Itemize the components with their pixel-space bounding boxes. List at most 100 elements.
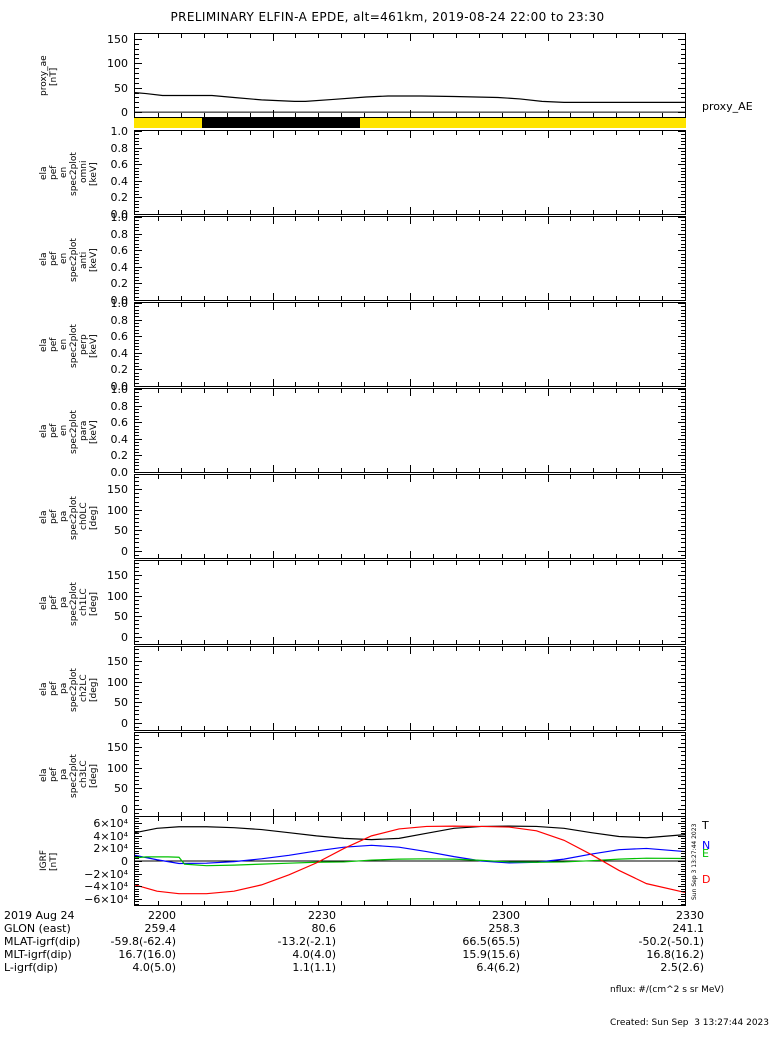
- axis-tick-mark: [410, 110, 411, 117]
- axis-tick-mark: [662, 34, 664, 38]
- axis-tick-mark: [135, 190, 139, 192]
- y-tick-label: 150: [107, 741, 128, 755]
- axis-tick-mark: [135, 336, 142, 338]
- y-axis-label-line: ch1LC: [79, 587, 89, 616]
- axis-tick-mark: [226, 210, 228, 214]
- axis-tick-mark: [135, 871, 139, 873]
- panel-pa-ch3lc[interactable]: [134, 732, 686, 817]
- panel-en-perp[interactable]: [134, 302, 686, 387]
- y-tick-label: 100: [107, 503, 128, 517]
- axis-tick-mark: [524, 640, 526, 644]
- annotation-value: 2330: [676, 909, 704, 922]
- axis-tick-mark: [318, 817, 320, 821]
- axis-tick-mark: [318, 733, 320, 737]
- axis-tick-mark: [135, 207, 139, 209]
- axis-tick-mark: [478, 217, 480, 221]
- axis-tick-mark: [135, 620, 139, 622]
- axis-tick-mark: [681, 356, 685, 358]
- axis-tick-mark: [524, 475, 526, 479]
- axis-tick-mark: [616, 113, 618, 117]
- axis-tick-mark: [681, 710, 685, 712]
- axis-tick-mark: [135, 53, 139, 55]
- axis-tick-mark: [135, 858, 139, 860]
- axis-tick-mark: [681, 448, 685, 450]
- axis-tick-mark: [593, 817, 595, 821]
- axis-tick-mark: [135, 830, 139, 832]
- axis-tick-mark: [678, 661, 685, 663]
- axis-tick-mark: [135, 58, 139, 60]
- panel-igrf[interactable]: [134, 816, 686, 906]
- y-axis-label-line: ela: [39, 252, 49, 267]
- axis-tick-mark: [410, 647, 411, 654]
- axis-tick-mark: [524, 296, 526, 300]
- panel-pa-ch2lc[interactable]: [134, 646, 686, 731]
- axis-tick-mark: [616, 812, 618, 816]
- axis-tick-mark: [681, 194, 685, 196]
- panel-proxy-ae[interactable]: [134, 33, 686, 118]
- axis-tick-mark: [501, 389, 503, 393]
- series-line-N: [135, 844, 685, 865]
- axis-tick-mark: [681, 739, 685, 741]
- axis-tick-mark: [180, 475, 182, 479]
- y-axis-label-line: en: [59, 424, 69, 436]
- axis-tick-mark: [678, 180, 685, 182]
- annotation-value: 1.1(1.1): [292, 961, 336, 974]
- axis-tick-mark: [681, 784, 685, 786]
- axis-tick-mark: [639, 901, 641, 905]
- axis-tick-mark: [662, 210, 664, 214]
- axis-tick-mark: [180, 817, 182, 821]
- axis-tick-mark: [681, 689, 685, 691]
- y-tick-label: 150: [107, 655, 128, 669]
- axis-tick-mark: [455, 640, 457, 644]
- axis-tick-mark: [570, 475, 572, 479]
- axis-tick-mark: [135, 112, 142, 114]
- axis-tick-mark: [135, 379, 139, 381]
- axis-tick-mark: [478, 901, 480, 905]
- axis-tick-mark: [681, 187, 685, 189]
- axis-tick-mark: [681, 366, 685, 368]
- axis-tick-mark: [364, 34, 366, 38]
- axis-tick-mark: [678, 131, 685, 132]
- axis-tick-mark: [135, 792, 139, 794]
- axis-tick-mark: [387, 647, 389, 651]
- annotation-row: MLAT-igrf(dip) -59.8(-62.4) -13.2(-2.1) 66.…: [0, 935, 775, 948]
- panel-pa-ch1lc[interactable]: [134, 560, 686, 645]
- axis-tick-mark: [135, 448, 139, 450]
- y-tick-label: 150: [107, 32, 128, 46]
- axis-tick-mark: [295, 817, 297, 821]
- axis-tick-mark: [681, 612, 685, 614]
- axis-tick-mark: [135, 356, 139, 358]
- axis-tick-mark: [135, 481, 139, 483]
- axis-tick-mark: [478, 733, 480, 737]
- panel-plot-area-en-para: [135, 389, 685, 472]
- annotation-value: 2.5(2.6): [660, 961, 704, 974]
- axis-tick-mark: [432, 389, 434, 393]
- panel-en-para[interactable]: [134, 388, 686, 473]
- panel-plot-area-proxy-ae: [135, 34, 685, 117]
- axis-tick-mark: [135, 612, 139, 614]
- series-line-E: [135, 856, 685, 867]
- panel-en-anti[interactable]: [134, 216, 686, 301]
- axis-tick-mark: [135, 843, 139, 845]
- axis-tick-mark: [272, 475, 274, 482]
- y-tick-label: 4×10⁴: [93, 829, 128, 843]
- y-tick-label: 0.6: [110, 244, 129, 258]
- axis-tick-mark: [681, 97, 685, 99]
- panel-pa-ch0lc[interactable]: [134, 474, 686, 559]
- axis-tick-mark: [524, 733, 526, 737]
- axis-tick-mark: [681, 840, 685, 842]
- panel-en-omni[interactable]: [134, 130, 686, 215]
- axis-tick-mark: [135, 204, 139, 206]
- axis-tick-mark: [681, 329, 685, 331]
- axis-tick-mark: [681, 583, 685, 585]
- axis-tick-mark: [135, 77, 139, 79]
- axis-tick-mark: [501, 296, 503, 300]
- axis-tick-mark: [681, 863, 685, 865]
- axis-tick-mark: [364, 217, 366, 221]
- footer-units: nflux: #/(cm^2 s sr MeV): [610, 985, 725, 995]
- axis-tick-mark: [135, 452, 139, 454]
- axis-tick-mark: [681, 236, 685, 238]
- axis-tick-mark: [570, 382, 572, 386]
- axis-tick-mark: [570, 303, 572, 307]
- axis-tick-mark: [681, 349, 685, 351]
